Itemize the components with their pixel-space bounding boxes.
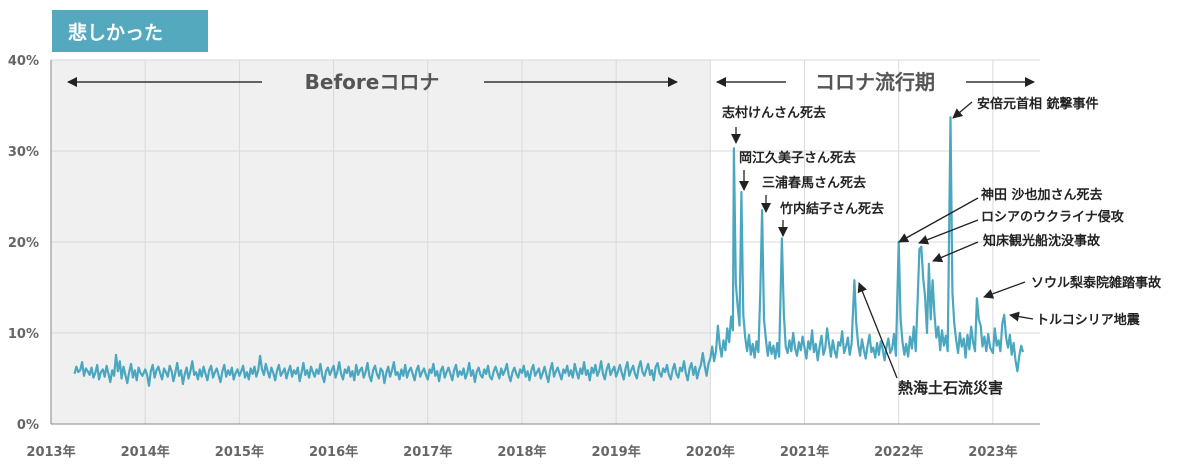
- series-line: [73, 116, 1025, 387]
- y-tick-label: 40%: [8, 54, 39, 69]
- annotation-label: 竹内結子さん死去: [779, 201, 884, 217]
- x-tick-label: 2015年: [215, 444, 264, 460]
- x-tick-label: 2014年: [121, 444, 170, 460]
- x-tick-label: 2019年: [592, 444, 641, 460]
- annotation-arrow: [918, 219, 979, 245]
- annotation-arrow: [932, 241, 979, 263]
- annotation-label: ロシアのウクライナ侵攻: [981, 209, 1125, 225]
- annotation-label: ソウル梨泰院雑踏事故: [1031, 275, 1162, 291]
- y-tick-label: 0%: [17, 418, 39, 433]
- x-tick-label: 2017年: [403, 444, 452, 460]
- annotation-label: 神田 沙也加さん死去: [981, 187, 1103, 203]
- annotation-label: 岡江久美子さん死去: [739, 150, 856, 166]
- period-label-before: Beforeコロナ: [305, 70, 440, 94]
- annotation-label: 志村けんさん死去: [722, 105, 826, 121]
- y-tick-label: 10%: [8, 327, 39, 342]
- annotation-label: 三浦春馬さん死去: [762, 175, 866, 191]
- y-tick-label: 30%: [8, 145, 39, 160]
- annotation-arrow: [1009, 311, 1034, 322]
- annotation-label: 安倍元首相 銃撃事件: [977, 96, 1099, 112]
- period-label-covid: コロナ流行期: [815, 70, 935, 94]
- annotation-label: 熱海土石流災害: [898, 379, 1003, 397]
- annotation-label: トルコシリア地震: [1036, 312, 1141, 328]
- x-tick-label: 2018年: [497, 444, 546, 460]
- y-tick-label: 20%: [8, 236, 39, 251]
- annotation-arrow: [983, 281, 1026, 299]
- x-tick-label: 2021年: [780, 444, 829, 460]
- x-tick-label: 2022年: [874, 444, 923, 460]
- x-tick-label: 2016年: [309, 444, 358, 460]
- annotation-arrow: [857, 282, 898, 379]
- x-tick-label: 2020年: [686, 444, 735, 460]
- annotation-arrow: [952, 101, 973, 119]
- annotation-arrow: [898, 197, 979, 243]
- x-tick-label: 2013年: [26, 444, 75, 460]
- chart-title: 悲しかった: [52, 10, 208, 52]
- x-tick-label: 2023年: [968, 444, 1017, 460]
- annotation-label: 知床観光船沈没事故: [983, 233, 1101, 249]
